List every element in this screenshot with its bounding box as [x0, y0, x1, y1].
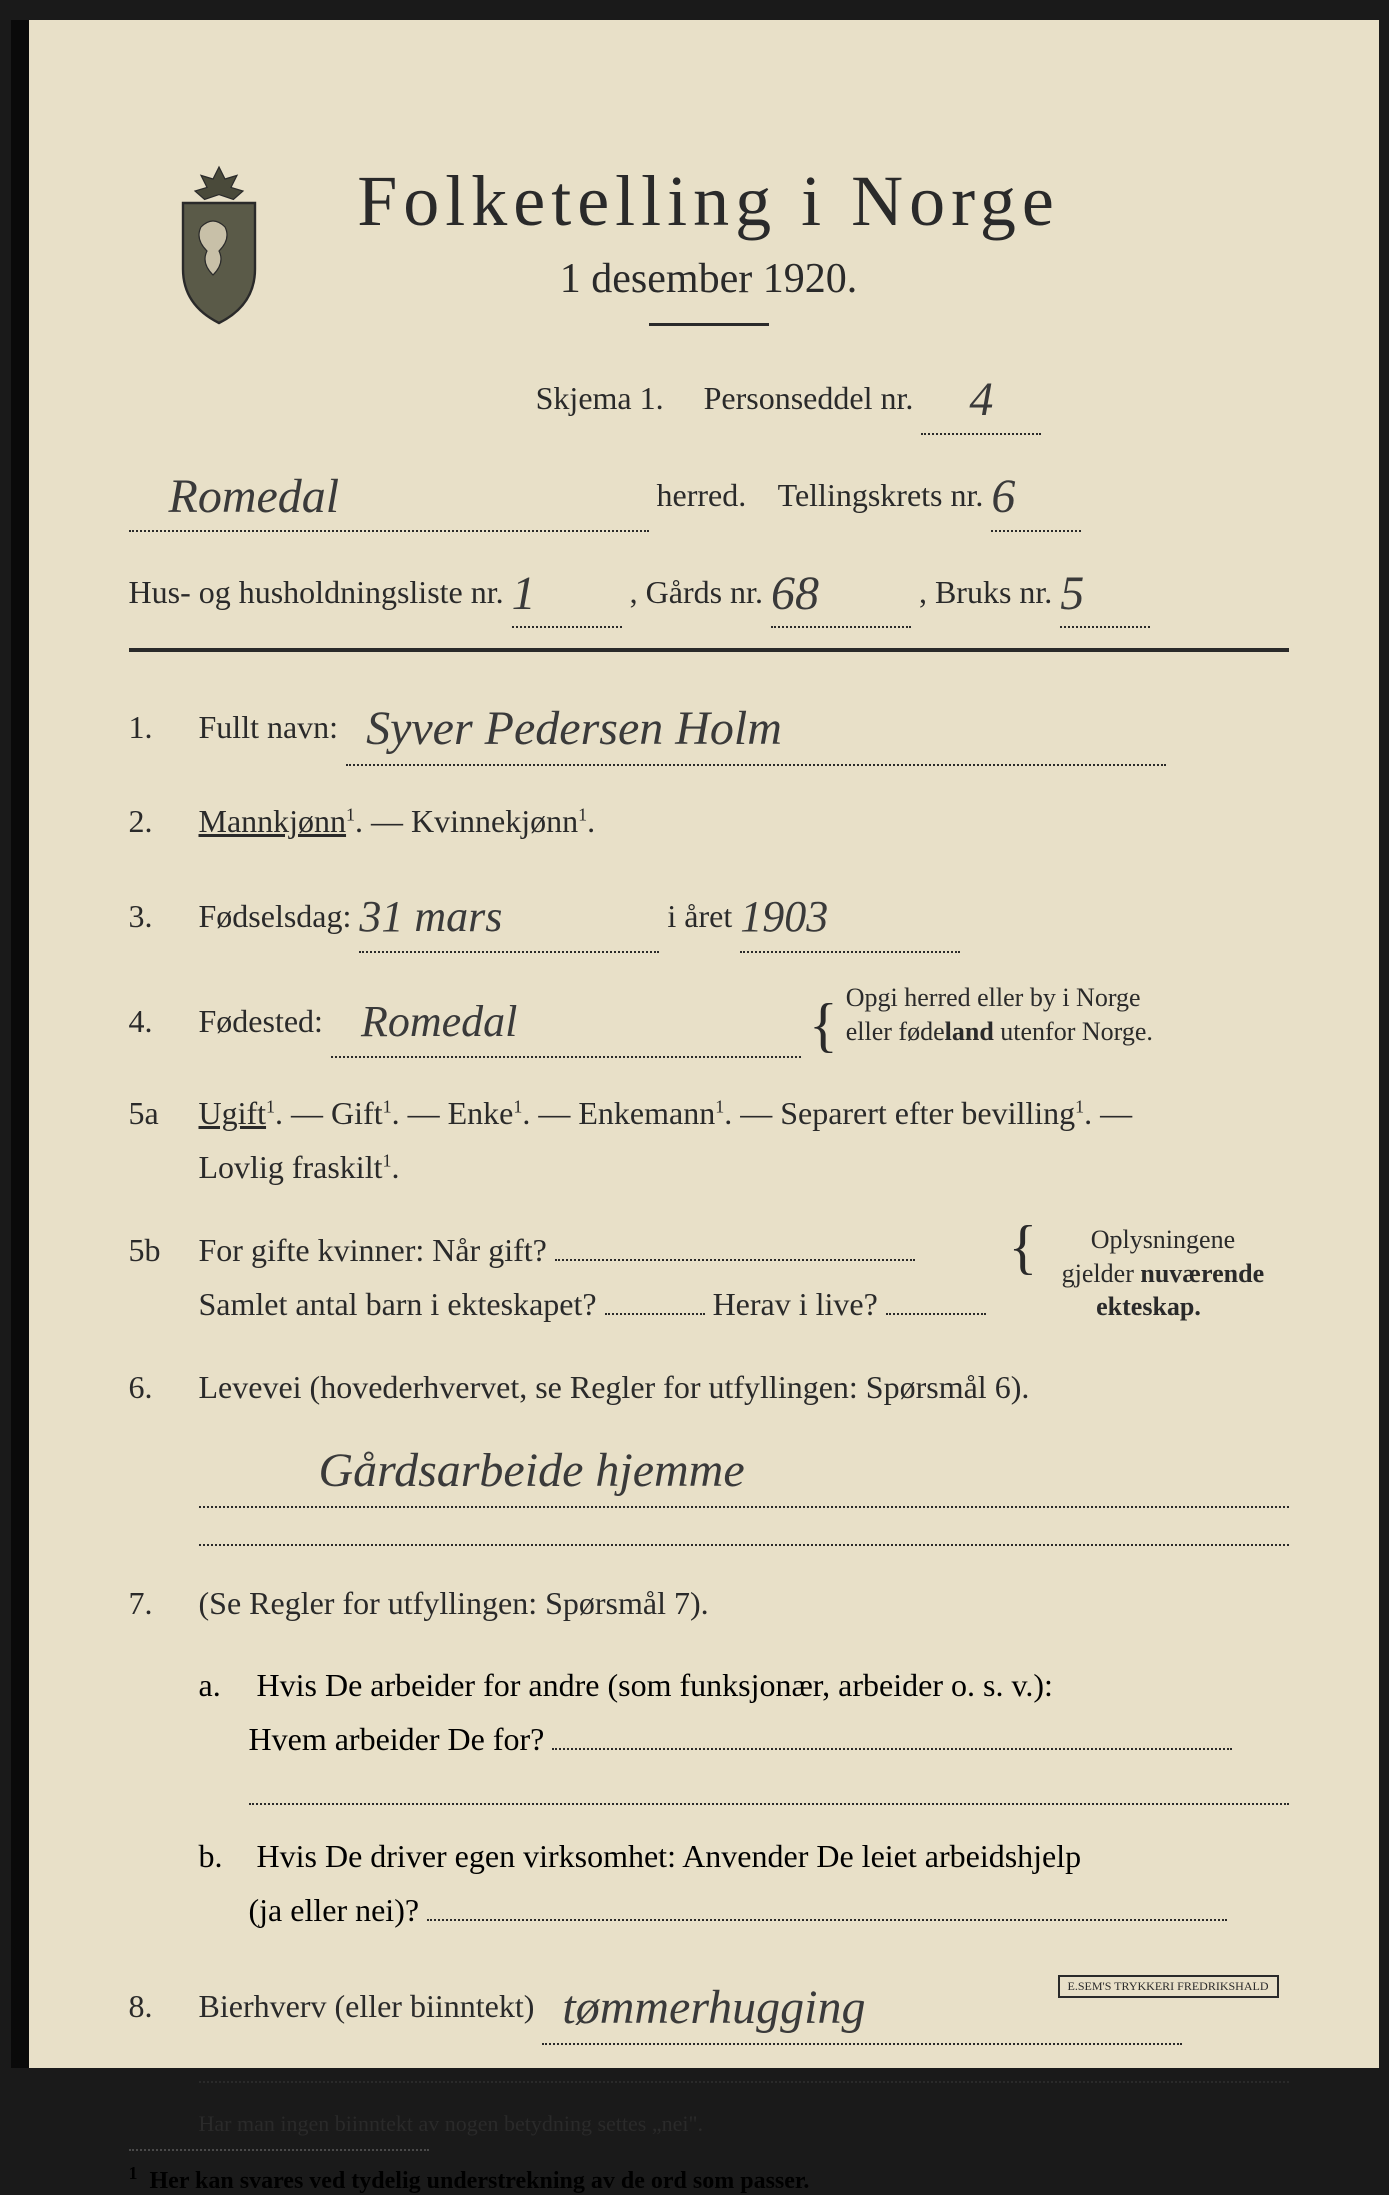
field-6-label: Levevei (hovederhvervet, se Regler for u… — [199, 1369, 1030, 1405]
field-3-label: Fødselsdag: — [199, 898, 352, 934]
field-8-value: tømmerhugging — [562, 1981, 865, 2034]
tellingskrets-label: Tellingskrets nr. — [778, 477, 984, 513]
field-5a-opt6: Lovlig fraskilt — [199, 1149, 383, 1185]
field-4-num: 4. — [129, 1003, 199, 1040]
bruks-value: 5 — [1060, 567, 1084, 620]
field-5b-q2: Samlet antal barn i ekteskapet? — [199, 1286, 597, 1322]
personseddel-label: Personseddel nr. — [704, 380, 914, 416]
footnote-divider — [129, 2149, 429, 2151]
field-1-label: Fullt navn: — [199, 709, 339, 745]
field-3-num: 3. — [129, 898, 199, 935]
census-form-page: Folketelling i Norge 1 desember 1920. Sk… — [11, 20, 1379, 2068]
skjema-line: Skjema 1. Personseddel nr. 4 — [289, 356, 1289, 435]
field-4-value: Romedal — [361, 997, 517, 1046]
personseddel-value: 4 — [969, 373, 993, 426]
herred-label: herred. — [657, 477, 747, 513]
field-5a-opt1: Ugift — [199, 1095, 267, 1131]
field-2-opt1: Mannkjønn — [199, 803, 347, 839]
field-3-year: 1903 — [740, 892, 828, 941]
gards-value: 68 — [771, 567, 819, 620]
field-7b-text2: (ja eller nei)? — [249, 1892, 420, 1928]
field-7a-text2: Hvem arbeider De for? — [249, 1721, 545, 1757]
field-3: 3. Fødselsdag: 31 mars i året 1903 — [129, 876, 1289, 953]
husliste-value: 1 — [512, 567, 536, 620]
gards-label: , Gårds nr. — [630, 574, 763, 610]
field-5a-opt5: Separert efter bevilling — [780, 1095, 1075, 1131]
field-6-value: Gårdsarbeide hjemme — [319, 1444, 745, 1497]
husliste-line: Hus- og husholdningsliste nr. 1 , Gårds … — [129, 550, 1289, 629]
field-5a-num: 5a — [129, 1095, 199, 1132]
field-4: 4. Fødested: Romedal { Opgi herred eller… — [129, 981, 1289, 1058]
field-5a-opt2: Gift — [331, 1095, 383, 1131]
field-5a-opt4: Enkemann — [578, 1095, 715, 1131]
field-7: 7. (Se Regler for utfyllingen: Spørsmål … — [129, 1576, 1289, 1630]
title-divider — [649, 323, 769, 326]
field-5b-q1: For gifte kvinner: Når gift? — [199, 1232, 547, 1268]
field-5a-opt3: Enke — [448, 1095, 514, 1131]
field-8-num: 8. — [129, 1988, 199, 2025]
skjema-label: Skjema 1. — [536, 380, 664, 416]
field-7a: a. Hvis De arbeider for andre (som funks… — [199, 1658, 1289, 1805]
field-1: 1. Fullt navn: Syver Pedersen Holm — [129, 682, 1289, 766]
bruks-label: , Bruks nr. — [919, 574, 1052, 610]
field-7a-num: a. — [199, 1658, 249, 1712]
field-7b: b. Hvis De driver egen virksomhet: Anven… — [199, 1829, 1289, 1938]
form-header: Folketelling i Norge 1 desember 1920. — [129, 160, 1289, 326]
coat-of-arms-icon — [159, 160, 279, 330]
husliste-label: Hus- og husholdningsliste nr. — [129, 574, 504, 610]
field-3-day: 31 mars — [359, 892, 502, 941]
field-7b-text1: Hvis De driver egen virksomhet: Anvender… — [257, 1838, 1082, 1874]
field-6: 6. Levevei (hovederhvervet, se Regler fo… — [129, 1360, 1289, 1546]
field-2-opt2: Kvinnekjønn — [411, 803, 578, 839]
herred-value: Romedal — [169, 470, 340, 523]
field-4-note: Opgi herred eller by i Norge eller fødel… — [846, 981, 1153, 1049]
field-2-num: 2. — [129, 803, 199, 840]
field-8-label: Bierhverv (eller biinntekt) — [199, 1988, 535, 2024]
section-divider — [129, 648, 1289, 652]
field-2: 2. Mannkjønn1. — Kvinnekjønn1. — [129, 794, 1289, 848]
field-5a: 5a Ugift1. — Gift1. — Enke1. — Enkemann1… — [129, 1086, 1289, 1195]
tellingskrets-value: 6 — [991, 470, 1015, 523]
field-3-yearlabel: i året — [667, 898, 740, 934]
field-5b-num: 5b — [129, 1232, 199, 1269]
field-6-num: 6. — [129, 1369, 199, 1406]
form-subtitle: 1 desember 1920. — [129, 255, 1289, 303]
field-7-num: 7. — [129, 1585, 199, 1622]
field-7-label: (Se Regler for utfyllingen: Spørsmål 7). — [199, 1585, 709, 1621]
field-5b: 5b For gifte kvinner: Når gift? Samlet a… — [129, 1223, 1289, 1332]
field-5b-q3: Herav i live? — [713, 1286, 878, 1322]
field-4-label: Fødested: — [199, 1003, 323, 1039]
field-7a-text1: Hvis De arbeider for andre (som funksjon… — [257, 1667, 1053, 1703]
form-title: Folketelling i Norge — [129, 160, 1289, 243]
footnote-1: 1 Her kan svares ved tydelig understrekn… — [129, 2163, 1289, 2195]
printer-mark: E.SEM'S TRYKKERI FREDRIKSHALD — [1058, 1975, 1279, 1998]
field-7b-num: b. — [199, 1829, 249, 1883]
footer-note: Har man ingen biinntekt av nogen betydni… — [199, 2111, 1289, 2137]
field-5b-note: { Oplysningene gjelder nuværende ekteska… — [1009, 1223, 1289, 1324]
field-1-value: Syver Pedersen Holm — [366, 702, 782, 755]
field-1-num: 1. — [129, 709, 199, 746]
herred-line: Romedal herred. Tellingskrets nr. 6 — [129, 453, 1289, 532]
